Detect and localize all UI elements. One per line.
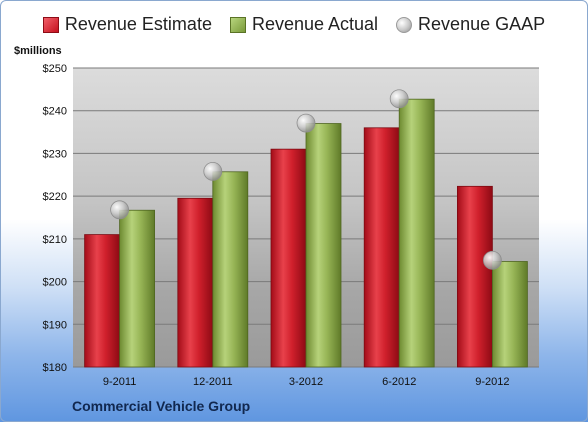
- company-name: Commercial Vehicle Group: [72, 398, 251, 414]
- legend-item-gaap: Revenue GAAP: [396, 14, 545, 35]
- y-tick-label: $220: [43, 191, 67, 203]
- bar-revenue-estimate: [270, 148, 307, 368]
- y-tick-label: $200: [43, 277, 67, 289]
- marker-revenue-gaap: [296, 113, 316, 133]
- y-tick-label: $180: [43, 362, 67, 374]
- bars: [84, 98, 528, 368]
- y-tick-label: $190: [43, 319, 67, 331]
- x-tick-label: 9-2012: [475, 376, 509, 388]
- legend: Revenue Estimate Revenue Actual Revenue …: [0, 14, 588, 35]
- x-tick-label: 9-2011: [103, 376, 136, 388]
- bar-revenue-estimate: [363, 127, 400, 368]
- x-tick-label: 6-2012: [382, 376, 416, 388]
- y-tick-label: $240: [43, 106, 67, 118]
- legend-item-actual: Revenue Actual: [229, 14, 379, 35]
- bar-revenue-actual: [398, 98, 435, 368]
- gaap-markers: [110, 89, 502, 270]
- legend-label-estimate: Revenue Estimate: [64, 14, 212, 34]
- marker-revenue-gaap: [203, 161, 223, 181]
- bar-revenue-estimate: [456, 185, 493, 368]
- bar-revenue-actual: [491, 261, 528, 368]
- marker-revenue-gaap: [482, 250, 502, 270]
- legend-label-actual: Revenue Actual: [251, 14, 379, 34]
- bar-revenue-estimate: [177, 197, 214, 368]
- bar-revenue-actual: [305, 123, 342, 368]
- y-tick-label: $250: [43, 63, 67, 75]
- y-tick-label: $230: [43, 148, 67, 160]
- bar-revenue-estimate: [84, 234, 120, 368]
- legend-label-gaap: Revenue GAAP: [418, 14, 546, 34]
- y-axis-unit-label: $millions: [14, 45, 62, 57]
- y-axis-ticks: $180 $190 $200 $210 $220 $230 $240 $250: [43, 63, 67, 374]
- x-axis-ticks: 9-2011 12-2011 3-2012 6-2012 9-2012: [103, 376, 510, 388]
- bar-revenue-actual: [119, 209, 155, 368]
- x-tick-label: 12-2011: [193, 376, 233, 388]
- x-tick-label: 3-2012: [289, 376, 323, 388]
- marker-revenue-gaap: [389, 89, 409, 109]
- y-tick-label: $210: [43, 234, 67, 246]
- legend-swatch-actual: [229, 16, 246, 33]
- legend-item-estimate: Revenue Estimate: [42, 14, 212, 35]
- bar-revenue-actual: [212, 171, 249, 368]
- legend-swatch-gaap: [396, 16, 413, 33]
- marker-revenue-gaap: [110, 200, 129, 220]
- legend-swatch-estimate: [42, 16, 59, 33]
